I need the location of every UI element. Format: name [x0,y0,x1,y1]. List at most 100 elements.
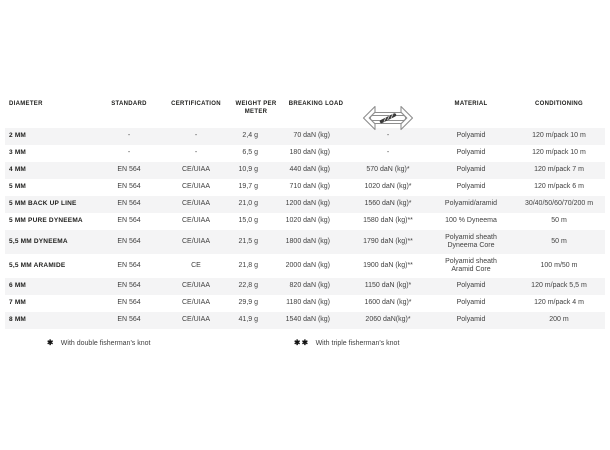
weight_per_meter-cell: 21,8 g [238,261,258,269]
standard-cell: EN 564 [117,166,141,174]
conditioning-cell: 50 m [551,237,567,245]
footnote-text: With double fisherman's knot [60,339,151,347]
table-row: 5,5 MM DYNEEMA EN 564 CE/UIAA 21,5 g 1800 da… [5,230,605,254]
column-header-material: MATERIAL [454,101,488,107]
material-cell: Polyamid [456,299,486,307]
certification-cell: CE/UIAA [181,166,210,174]
weight_per_meter-cell: 15,0 g [238,217,258,225]
standard-cell: EN 564 [117,237,141,245]
table-row: 5 MM PURE DYNEEMA EN 564 CE/UIAA 15,0 g 1020… [5,213,605,230]
weight_per_meter-cell: 19,7 g [238,183,258,191]
material-cell: Polyamid [456,282,486,290]
standard-cell: EN 564 [117,200,141,208]
table-row: 4 MM EN 564 CE/UIAA 10,9 g 440 daN (kg) 570 d… [5,162,605,179]
table-row: 2 MM - - 2,4 g 70 daN (kg) - Polyamid 120 m/pac… [5,128,605,145]
weight_per_meter-cell: 21,0 g [238,200,258,208]
diameter-cell: 8 MM [9,316,27,324]
breaking_load_with_knot-cell: 1580 daN (kg)** [363,217,413,225]
breaking_load-cell: 1200 daN (kg) [285,200,330,208]
column-header-breaking-load: BREAKING LOAD [288,101,344,107]
breaking_load_with_knot-cell: 1560 daN (kg)* [364,200,412,208]
material-cell: Polyamid [456,316,486,324]
table-row: 5 MM BACK UP LINE EN 564 CE/UIAA 21,0 g 1200… [5,196,605,213]
certification-cell: CE/UIAA [181,316,210,324]
rope-loop-tension-icon [347,105,429,131]
diameter-cell: 5 MM BACK UP LINE [9,200,77,208]
diameter-cell: 5 MM PURE DYNEEMA [9,217,83,225]
certification-cell: CE/UIAA [181,200,210,208]
breaking_load-cell: 1800 daN (kg) [285,237,330,245]
material-cell: Polyamid sheath Dyneema Core [445,233,497,250]
table-row: 7 MM EN 564 CE/UIAA 29,9 g 1180 daN (kg) 1600… [5,295,605,312]
certification-cell: CE/UIAA [181,299,210,307]
column-header-certification: CERTIFICATION [171,101,221,107]
weight_per_meter-cell: 10,9 g [238,166,258,174]
weight_per_meter-cell: 6,5 g [242,149,258,157]
breaking_load-cell: 1540 daN (kg) [285,316,330,324]
table-header-row: DIAMETER STANDARD CERTIFICATION WEIGHT P… [5,95,605,131]
rope-spec-table: DIAMETER STANDARD CERTIFICATION WEIGHT P… [5,95,605,329]
table-row: 6 MM EN 564 CE/UIAA 22,8 g 820 daN (kg) 1150 … [5,278,605,295]
conditioning-cell: 120 m/pack 5,5 m [531,282,587,290]
breaking_load_with_knot-cell: - [386,149,390,157]
certification-cell: - [194,149,198,157]
table-row: 8 MM EN 564 CE/UIAA 41,9 g 1540 daN (kg) 2060… [5,312,605,329]
single-asterisk-icon: ✱ [47,338,55,347]
standard-cell: EN 564 [117,282,141,290]
breaking_load-cell: 1180 daN (kg) [286,299,330,307]
breaking_load_with_knot-cell: 1900 daN (kg)** [363,261,413,269]
weight_per_meter-cell: 41,9 g [238,316,258,324]
breaking_load-cell: 180 daN (kg) [289,149,330,157]
certification-cell: CE/UIAA [181,237,210,245]
material-cell: Polyamid/aramid [444,200,498,208]
conditioning-cell: 120 m/pack 10 m [532,132,586,140]
material-cell: 100 % Dyneema [445,217,497,225]
weight_per_meter-cell: 2,4 g [242,132,258,140]
breaking_load-cell: 440 daN (kg) [289,166,330,174]
column-header-conditioning: CONDITIONING [535,101,583,107]
diameter-cell: 5 MM [9,183,27,191]
material-cell: Polyamid [456,132,486,140]
certification-cell: CE/UIAA [181,282,210,290]
table-row: 5,5 MM ARAMIDE EN 564 CE 21,8 g 2000 daN (kg… [5,254,605,278]
diameter-cell: 3 MM [9,149,27,157]
footnote-triple-fishermans-knot: ✱✱ With triple fisherman's knot [294,339,399,347]
material-cell: Polyamid [456,183,486,191]
standard-cell: - [127,132,131,140]
conditioning-cell: 120 m/pack 7 m [534,166,584,174]
table-row: 5 MM EN 564 CE/UIAA 19,7 g 710 daN (kg) 1020 … [5,179,605,196]
conditioning-cell: 200 m [549,316,569,324]
breaking_load_with_knot-cell: 1150 daN (kg)* [364,282,412,290]
breaking_load_with_knot-cell: - [386,132,390,140]
double-asterisk-icon: ✱✱ [294,338,310,347]
conditioning-cell: 30/40/50/60/70/200 m [524,200,594,208]
conditioning-cell: 120 m/pack 10 m [532,149,586,157]
diameter-cell: 5,5 MM DYNEEMA [9,237,68,245]
material-cell: Polyamid [456,166,486,174]
column-header-standard: STANDARD [111,101,147,107]
footnote-text: With triple fisherman's knot [315,339,400,347]
weight_per_meter-cell: 21,5 g [238,237,258,245]
breaking_load_with_knot-cell: 1600 daN (kg)* [364,299,412,307]
material-cell: Polyamid sheath Aramid Core [445,257,497,274]
diameter-cell: 7 MM [9,299,27,307]
conditioning-cell: 120 m/pack 6 m [534,183,584,191]
breaking_load-cell: 710 daN (kg) [289,183,330,191]
material-cell: Polyamid [456,149,486,157]
breaking_load-cell: 820 daN (kg) [289,282,330,290]
breaking_load_with_knot-cell: 570 daN (kg)* [366,166,410,174]
weight_per_meter-cell: 22,8 g [238,282,258,290]
column-header-diameter: DIAMETER [9,101,43,107]
standard-cell: EN 564 [117,217,141,225]
weight_per_meter-cell: 29,9 g [238,299,258,307]
standard-cell: EN 564 [117,316,141,324]
conditioning-cell: 50 m [551,217,567,225]
certification-cell: - [194,132,198,140]
conditioning-cell: 100 m/50 m [540,261,578,269]
breaking_load_with_knot-cell: 1020 daN (kg)* [364,183,412,191]
standard-cell: EN 564 [117,183,141,191]
table-body: 2 MM - - 2,4 g 70 daN (kg) - Polyamid 120 m/pac… [5,128,605,329]
table-row: 3 MM - - 6,5 g 180 daN (kg) - Polyamid 120 m/pa… [5,145,605,162]
certification-cell: CE [191,261,201,269]
standard-cell: EN 564 [117,299,141,307]
